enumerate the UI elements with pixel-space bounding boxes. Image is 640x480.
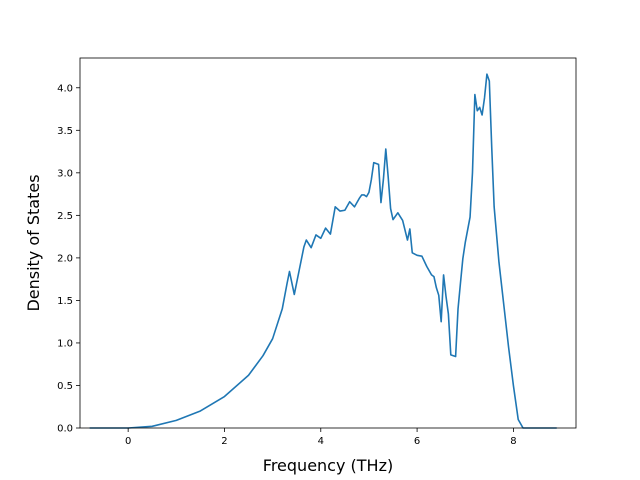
x-tick-label: 8 [510,436,516,447]
y-axis-label: Density of States [24,174,43,311]
y-tick-label: 1.0 [57,338,73,349]
x-axis-label: Frequency (THz) [263,456,393,475]
y-axis-ticks: 0.0 0.5 1.0 1.5 2.0 2.5 3.0 3.5 4.0 [57,83,80,435]
x-tick-label: 2 [221,436,227,447]
x-tick-label: 0 [125,436,131,447]
y-tick-label: 2.0 [57,253,73,264]
plot-area [89,73,557,429]
x-axis-ticks: 0 2 4 6 8 [125,428,517,447]
y-tick-label: 3.5 [57,126,73,137]
y-tick-label: 0.0 [57,424,73,435]
axes-frame [79,57,577,429]
y-tick-label: 4.0 [57,83,73,94]
dos-series-line [89,73,557,429]
x-tick-label: 6 [414,436,420,447]
y-tick-label: 1.5 [57,296,73,307]
y-tick-label: 3.0 [57,168,73,179]
x-tick-label: 4 [318,436,324,447]
y-tick-label: 2.5 [57,211,73,222]
y-tick-label: 0.5 [57,381,73,392]
